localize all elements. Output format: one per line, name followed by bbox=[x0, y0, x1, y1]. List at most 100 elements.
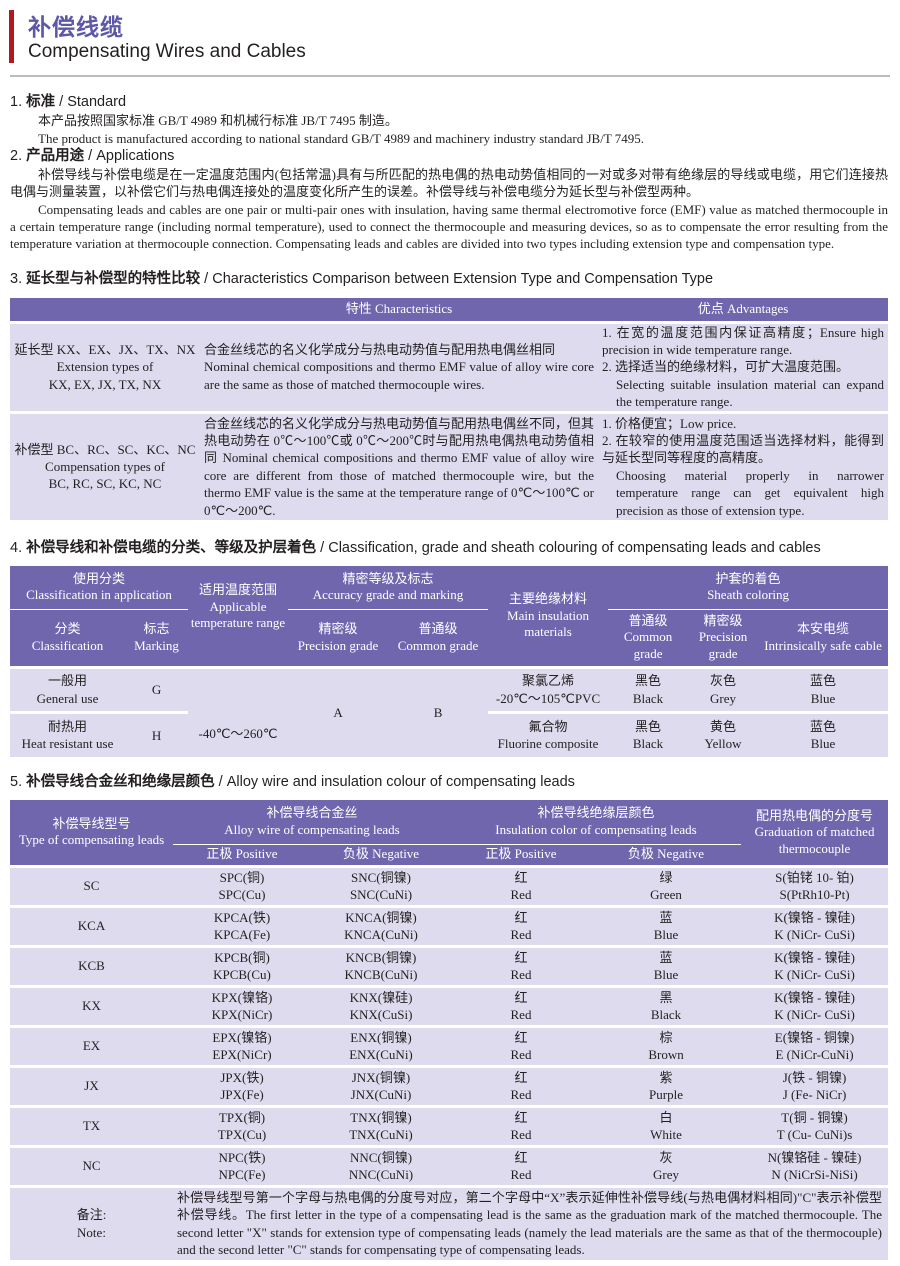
row-alloy-positive: KPCB(铜) KPCB(Cu) bbox=[173, 944, 311, 986]
row-alloy-positive: EPX(镍铬) EPX(NiCr) bbox=[173, 1024, 311, 1066]
alloy-insulation-table: 补偿导线型号 Type of compensating leads 补偿导线合金丝… bbox=[10, 800, 889, 1260]
table-row: 补偿型 BC、RC、SC、KC、NC Compensation types of B… bbox=[10, 410, 888, 521]
row-alloy-negative: KNX(镍硅) KNX(CuSi) bbox=[311, 984, 451, 1026]
row-graduation: K(镍铬 - 镍硅) K (NiCr- CuSi) bbox=[741, 904, 889, 946]
table-row: NC NPC(铁) NPC(Fe) NNC(铜镍) NNC(CuNi) 红 Red 灰 Grey… bbox=[10, 1144, 889, 1186]
h-sheath-intrinsic: 本安电缆 Intrinsically safe cable bbox=[758, 609, 889, 667]
row-alloy-positive: KPCA(铁) KPCA(Fe) bbox=[173, 904, 311, 946]
note-label: 备注: Note: bbox=[10, 1184, 173, 1260]
common-grade-value: B bbox=[388, 665, 489, 757]
section-2-cn: 补偿导线与补偿电缆是在一定温度范围内(包括常温)具有与所匹配的热电偶的热电动势值… bbox=[10, 167, 888, 200]
row-alloy-negative: TNX(铜镍) TNX(CuNi) bbox=[311, 1104, 451, 1146]
row-ins-positive: 红 Red bbox=[451, 944, 591, 986]
row-alloy-negative: NNC(铜镍) NNC(CuNi) bbox=[311, 1144, 451, 1186]
row-characteristics: 合金丝线芯的名义化学成分与热电动势值与配用热电偶丝相同 Nominal chemi… bbox=[200, 320, 598, 413]
h-type: 补偿导线型号 Type of compensating leads bbox=[10, 800, 173, 866]
row-graduation: N(镍铬硅 - 镍硅) N (NiCrSi-NiSi) bbox=[741, 1144, 889, 1186]
page-title-en: Compensating Wires and Cables bbox=[28, 41, 306, 62]
row-ins-negative: 黑 Black bbox=[591, 984, 742, 1026]
table-row: KCA KPCA(铁) KPCA(Fe) KNCA(铜镍) KNCA(CuNi) 红 Red… bbox=[10, 904, 889, 946]
precision-grade-value: A bbox=[288, 665, 389, 757]
row-ins-positive: 红 Red bbox=[451, 1024, 591, 1066]
row-alloy-positive: SPC(铜) SPC(Cu) bbox=[173, 864, 311, 906]
row-ins-positive: 红 Red bbox=[451, 984, 591, 1026]
section-1-heading: 1. 标准 / Standard bbox=[10, 94, 127, 110]
row-classification: 一般用 General use bbox=[10, 665, 125, 712]
section-4-heading: 4. 补偿导线和补偿电缆的分类、等级及护层着色 / Classification… bbox=[10, 540, 821, 556]
h-classification: 分类 Classification bbox=[10, 609, 125, 667]
row-advantages: 1. 在宽的温度范围内保证高精度；Ensure high precision i… bbox=[598, 320, 888, 413]
note-text: 补偿导线型号第一个字母与热电偶的分度号对应，第二个字母中“X”表示延伸性补偿导线… bbox=[173, 1184, 889, 1260]
row-ins-positive: 红 Red bbox=[451, 1144, 591, 1186]
col-characteristics: 特性 Characteristics bbox=[200, 298, 598, 322]
section-3-heading: 3. 延长型与补偿型的特性比较 / Characteristics Compar… bbox=[10, 271, 714, 287]
h-sheath-common: 普通级 Common grade bbox=[608, 609, 689, 667]
row-type: SC bbox=[10, 864, 173, 906]
h-alloy-negative: 负极 Negative bbox=[311, 844, 451, 866]
section-1-cn: 本产品按照国家标准 GB/T 4989 和机械行标准 JB/T 7495 制造。 bbox=[38, 113, 398, 128]
row-graduation: K(镍铬 - 镍硅) K (NiCr- CuSi) bbox=[741, 984, 889, 1026]
row-sheath-intrinsic: 蓝色 Blue bbox=[758, 665, 889, 712]
row-alloy-negative: KNCA(铜镍) KNCA(CuNi) bbox=[311, 904, 451, 946]
row-ins-negative: 绿 Green bbox=[591, 864, 742, 906]
table-row: JX JPX(铁) JPX(Fe) JNX(铜镍) JNX(CuNi) 红 Red 紫 Purp… bbox=[10, 1064, 889, 1106]
row-ins-negative: 棕 Brown bbox=[591, 1024, 742, 1066]
row-type: JX bbox=[10, 1064, 173, 1106]
row-graduation: S(铂铑 10- 铂) S(PtRh10-Pt) bbox=[741, 864, 889, 906]
row-alloy-positive: NPC(铁) NPC(Fe) bbox=[173, 1144, 311, 1186]
row-classification: 耐热用 Heat resistant use bbox=[10, 710, 125, 757]
h-ins-negative: 负极 Negative bbox=[591, 844, 742, 866]
row-type: KCB bbox=[10, 944, 173, 986]
row-marking: G bbox=[125, 665, 189, 712]
row-advantages: 1. 价格便宜；Low price. 2. 在较窄的使用温度范围适当选择材料，能得… bbox=[598, 410, 888, 521]
row-ins-positive: 红 Red bbox=[451, 1064, 591, 1106]
row-type: 延长型 KX、EX、JX、TX、NX Extension types of KX, … bbox=[10, 320, 200, 413]
row-sheath-precision: 灰色 Grey bbox=[688, 665, 759, 712]
h-insulation-color: 补偿导线绝缘层颜色 Insulation color of compensatin… bbox=[451, 800, 742, 845]
h-sheath: 护套的着色 Sheath coloring bbox=[608, 566, 889, 610]
temperature-range: -40℃～260℃ bbox=[188, 665, 289, 757]
row-ins-positive: 红 Red bbox=[451, 864, 591, 906]
row-sheath-precision: 黄色 Yellow bbox=[688, 710, 759, 757]
divider bbox=[10, 75, 890, 77]
section-1-en: The product is manufactured according to… bbox=[38, 131, 645, 146]
row-ins-negative: 蓝 Blue bbox=[591, 944, 742, 986]
row-characteristics: 合金丝线芯的名义化学成分与热电动势值与配用热电偶丝不同，但其热电动势在 0℃～1… bbox=[200, 410, 598, 521]
row-ins-positive: 红 Red bbox=[451, 904, 591, 946]
row-graduation: T(铜 - 铜镍) T (Cu- CuNi)s bbox=[741, 1104, 889, 1146]
row-ins-negative: 白 White bbox=[591, 1104, 742, 1146]
row-alloy-negative: ENX(铜镍) ENX(CuNi) bbox=[311, 1024, 451, 1066]
classification-table: 使用分类 Classification in application 适用温度范围… bbox=[10, 566, 889, 757]
row-alloy-positive: KPX(镍铬) KPX(NiCr) bbox=[173, 984, 311, 1026]
row-ins-negative: 蓝 Blue bbox=[591, 904, 742, 946]
comparison-table: 特性 Characteristics 优点 Advantages 延长型 KX、E… bbox=[10, 298, 888, 521]
row-sheath-common: 黑色 Black bbox=[608, 665, 689, 712]
row-alloy-negative: JNX(铜镍) JNX(CuNi) bbox=[311, 1064, 451, 1106]
section-2-heading: 2. 产品用途 / Applications bbox=[10, 148, 175, 164]
table-row: TX TPX(铜) TPX(Cu) TNX(铜镍) TNX(CuNi) 红 Red 白 Whit… bbox=[10, 1104, 889, 1146]
row-ins-negative: 灰 Grey bbox=[591, 1144, 742, 1186]
h-insulation: 主要绝缘材料 Main insulation materials bbox=[488, 566, 609, 667]
row-sheath-intrinsic: 蓝色 Blue bbox=[758, 710, 889, 757]
table-row: EX EPX(镍铬) EPX(NiCr) ENX(铜镍) ENX(CuNi) 红 Red 棕 B… bbox=[10, 1024, 889, 1066]
h-accuracy: 精密等级及标志 Accuracy grade and marking bbox=[288, 566, 489, 610]
row-type: KX bbox=[10, 984, 173, 1026]
h-marking: 标志 Marking bbox=[125, 609, 189, 667]
page-title-cn: 补偿线缆 bbox=[28, 15, 124, 41]
table-row: KCB KPCB(铜) KPCB(Cu) KNCB(铜镍) KNCB(CuNi) 红 Red… bbox=[10, 944, 889, 986]
row-alloy-negative: KNCB(铜镍) KNCB(CuNi) bbox=[311, 944, 451, 986]
title-accent-bar bbox=[9, 10, 14, 63]
row-alloy-positive: TPX(铜) TPX(Cu) bbox=[173, 1104, 311, 1146]
row-alloy-positive: JPX(铁) JPX(Fe) bbox=[173, 1064, 311, 1106]
h-temp: 适用温度范围 Applicable temperature range bbox=[188, 566, 289, 667]
h-graduation: 配用热电偶的分度号 Graduation of matched thermocou… bbox=[741, 800, 889, 866]
h-common-grade: 普通级 Common grade bbox=[388, 609, 489, 667]
section-2-en: Compensating leads and cables are one pa… bbox=[10, 202, 888, 252]
h-sheath-precision: 精密级 Precision grade bbox=[688, 609, 759, 667]
row-ins-negative: 紫 Purple bbox=[591, 1064, 742, 1106]
note-row: 备注: Note: 补偿导线型号第一个字母与热电偶的分度号对应，第二个字母中“X”… bbox=[10, 1184, 889, 1260]
table-row: SC SPC(铜) SPC(Cu) SNC(铜镍) SNC(CuNi) 红 Red 绿 Gree… bbox=[10, 864, 889, 906]
table-row: 延长型 KX、EX、JX、TX、NX Extension types of KX, … bbox=[10, 320, 888, 413]
row-marking: H bbox=[125, 710, 189, 757]
row-type: KCA bbox=[10, 904, 173, 946]
